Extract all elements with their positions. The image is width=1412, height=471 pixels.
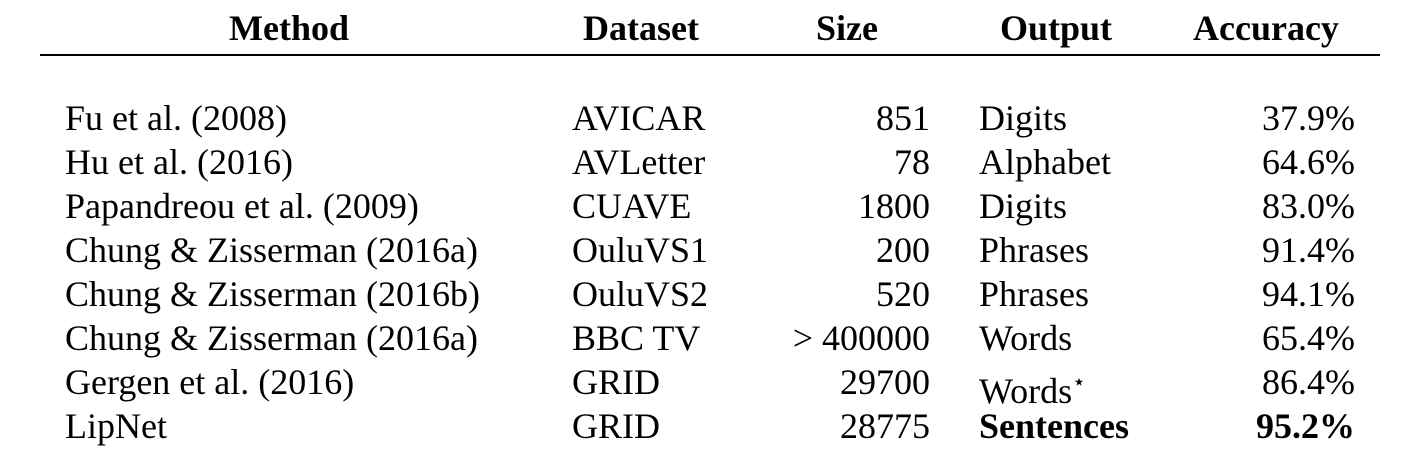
cell-accuracy: 65.4% <box>1262 318 1355 358</box>
cell-accuracy: 64.6% <box>1262 142 1355 182</box>
cell-dataset: GRID <box>572 362 660 402</box>
cell-output: Words <box>979 318 1073 358</box>
cell-accuracy: 83.0% <box>1262 186 1355 226</box>
cell-method: Gergen et al. (2016) <box>65 362 355 402</box>
cell-method: Hu et al. (2016) <box>65 142 293 182</box>
cell-dataset: GRID <box>572 406 660 446</box>
cell-accuracy: 37.9% <box>1262 98 1355 138</box>
header-method: Method <box>229 8 349 48</box>
cell-size: 29700 <box>840 362 930 402</box>
cell-dataset: BBC TV <box>572 318 701 358</box>
cell-size: 28775 <box>840 406 930 446</box>
header-size: Size <box>816 8 878 48</box>
cell-dataset: OuluVS1 <box>572 230 709 270</box>
cell-size: 1800 <box>858 186 930 226</box>
cell-output: Digits <box>979 186 1068 226</box>
cell-output: Digits <box>979 98 1068 138</box>
cell-output: Phrases <box>979 230 1089 270</box>
cell-output: Alphabet <box>979 142 1111 182</box>
header-dataset: Dataset <box>583 8 699 48</box>
cell-accuracy: 95.2% <box>1256 406 1355 446</box>
cell-method: Chung & Zisserman (2016a) <box>65 318 478 358</box>
cell-method: Papandreou et al. (2009) <box>65 186 419 226</box>
cell-accuracy: 86.4% <box>1262 362 1355 402</box>
cell-dataset: CUAVE <box>572 186 692 226</box>
cell-size: 520 <box>876 274 930 314</box>
cell-accuracy: 94.1% <box>1262 274 1355 314</box>
cell-method: LipNet <box>65 406 167 446</box>
cell-dataset: AVICAR <box>572 98 706 138</box>
cell-size: 851 <box>876 98 930 138</box>
cell-accuracy: 91.4% <box>1262 230 1355 270</box>
footnote-star-mark: ⋆ <box>1072 369 1086 394</box>
cell-size: 78 <box>894 142 930 182</box>
cell-dataset: AVLetter <box>572 142 706 182</box>
cell-dataset: OuluVS2 <box>572 274 709 314</box>
cell-output: Sentences <box>979 406 1129 446</box>
cell-output: Words⋆ <box>979 369 1086 411</box>
header-output: Output <box>1000 8 1113 48</box>
cell-method: Chung & Zisserman (2016a) <box>65 230 478 270</box>
cell-size: 200 <box>876 230 930 270</box>
header-accuracy: Accuracy <box>1193 8 1339 48</box>
cell-method: Chung & Zisserman (2016b) <box>65 274 480 314</box>
header-rule <box>40 54 1380 56</box>
cell-size: > 400000 <box>792 318 930 358</box>
cell-output: Phrases <box>979 274 1089 314</box>
cell-method: Fu et al. (2008) <box>65 98 287 138</box>
